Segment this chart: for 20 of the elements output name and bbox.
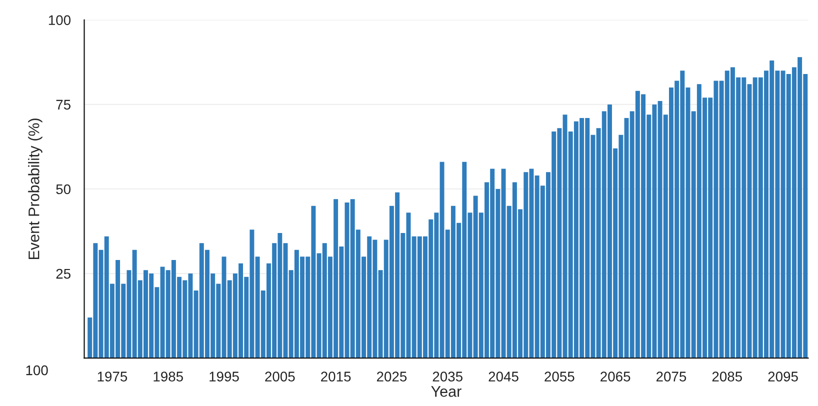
x-tick-label: 2095 [768,372,798,382]
x-tick-label: 2075 [656,372,686,382]
y-tick-label: 100 [48,15,71,26]
x-tick-label: 2015 [321,372,351,382]
x-tick-label: 1995 [210,372,239,382]
x-tick-label: 2005 [265,372,295,382]
y-tick-label: 50 [56,184,71,194]
text: 100 [26,365,48,376]
x-tick-label: 2035 [432,372,462,382]
y-tick-label: 25 [56,268,70,279]
y-axis-title: Event Probability (%) [28,118,42,260]
x-axis-title: Year [431,386,462,397]
x-tick-label: 2045 [488,372,518,382]
x-tick-label: 1975 [98,372,128,382]
y-tick-label: 75 [56,100,70,110]
x-tick-label: 1985 [154,372,183,382]
x-tick-label: 2085 [712,372,742,382]
x-tick-label: 2055 [544,372,574,382]
x-tick-label: 2025 [376,372,407,382]
x-tick-label: 2065 [600,372,630,382]
